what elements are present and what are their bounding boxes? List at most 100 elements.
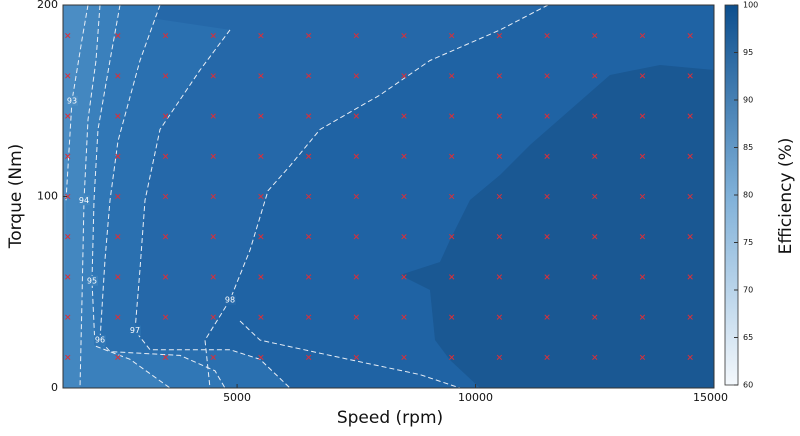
operating-point (544, 73, 550, 79)
operating-point (449, 314, 455, 320)
operating-point (65, 153, 71, 159)
operating-point (305, 193, 312, 200)
operating-point (496, 113, 503, 119)
operating-point (258, 153, 264, 159)
operating-point (592, 113, 598, 119)
operating-point (401, 153, 407, 159)
operating-point (401, 113, 407, 119)
contour-label: 96 (95, 336, 105, 345)
contour-line (204, 5, 549, 388)
operating-point (592, 274, 598, 280)
operating-point (65, 73, 71, 79)
operating-point (496, 234, 503, 240)
operating-point (210, 73, 216, 79)
operating-point (687, 73, 693, 79)
operating-point (449, 234, 455, 240)
operating-point (115, 113, 121, 119)
operating-point (544, 32, 550, 39)
operating-point (210, 113, 216, 119)
operating-point (544, 193, 550, 200)
operating-point (687, 32, 693, 39)
colorbar-tick-label: 65 (743, 333, 753, 342)
operating-point (401, 354, 407, 361)
operating-point (496, 193, 503, 200)
operating-point (449, 32, 455, 39)
operating-point (115, 32, 121, 39)
operating-point (115, 193, 121, 200)
y-tick-label: 0 (51, 381, 58, 394)
contour-line (99, 5, 226, 388)
operating-point (592, 73, 598, 79)
operating-point (305, 73, 312, 79)
operating-point (210, 32, 216, 39)
colorbar-tick-label: 70 (743, 286, 753, 295)
operating-point (401, 193, 407, 200)
operating-point (65, 314, 71, 320)
operating-point (353, 234, 359, 240)
contour-label-bg (129, 325, 142, 336)
contour-label: 95 (87, 276, 97, 285)
y-tick-label: 100 (37, 190, 58, 203)
operating-point (592, 314, 598, 320)
operating-point (449, 73, 455, 79)
operating-point (496, 73, 503, 79)
operating-point (496, 153, 503, 159)
operating-point (162, 113, 169, 119)
operating-point (162, 274, 169, 280)
contour-label: 94 (79, 196, 89, 205)
operating-point (353, 153, 359, 159)
operating-point (162, 73, 169, 79)
colorbar-tick-label: 60 (743, 381, 753, 390)
operating-point (258, 32, 264, 39)
operating-point (305, 314, 312, 320)
contour-line (134, 29, 291, 388)
operating-point (353, 32, 359, 39)
operating-point (65, 193, 71, 200)
operating-point (65, 274, 71, 280)
colorbar-title: Efficiency (%) (776, 138, 796, 255)
operating-point (353, 354, 359, 361)
operating-point (687, 354, 693, 361)
operating-point (65, 32, 71, 39)
operating-point (639, 314, 646, 320)
operating-point (639, 193, 646, 200)
x-tick-label: 10000 (458, 391, 493, 404)
operating-point (210, 153, 216, 159)
operating-point (162, 314, 169, 320)
operating-point (258, 314, 264, 320)
operating-point (496, 314, 503, 320)
colorbar-tick-label: 75 (743, 238, 753, 247)
operating-point (115, 274, 121, 280)
contour-label-bg (224, 294, 237, 305)
operating-point (162, 153, 169, 159)
operating-point (305, 153, 312, 159)
operating-point (687, 314, 693, 320)
contour-label: 97 (130, 326, 140, 335)
operating-point (449, 193, 455, 200)
operating-point (496, 32, 503, 39)
y-axis-title: Torque (Nm) (6, 144, 26, 250)
operating-point (639, 113, 646, 119)
colorbar-tick-label: 90 (743, 96, 753, 105)
operating-point (353, 113, 359, 119)
y-tick-label: 200 (37, 0, 58, 11)
operating-point (639, 354, 646, 361)
operating-point (639, 32, 646, 39)
operating-point (544, 274, 550, 280)
contour-line (91, 5, 171, 388)
operating-point (592, 153, 598, 159)
operating-point (496, 354, 503, 361)
contour-fill (63, 5, 549, 388)
operating-point (65, 354, 71, 361)
operating-point (401, 274, 407, 280)
operating-point (305, 32, 312, 39)
colorbar-tick-label: 100 (743, 1, 758, 10)
operating-point (449, 274, 455, 280)
operating-point (687, 113, 693, 119)
operating-point (305, 274, 312, 280)
operating-point (592, 354, 598, 361)
operating-point (305, 354, 312, 361)
colorbar-tick-label: 80 (743, 191, 753, 200)
operating-point (210, 193, 216, 200)
contour-label-bg (94, 335, 107, 346)
